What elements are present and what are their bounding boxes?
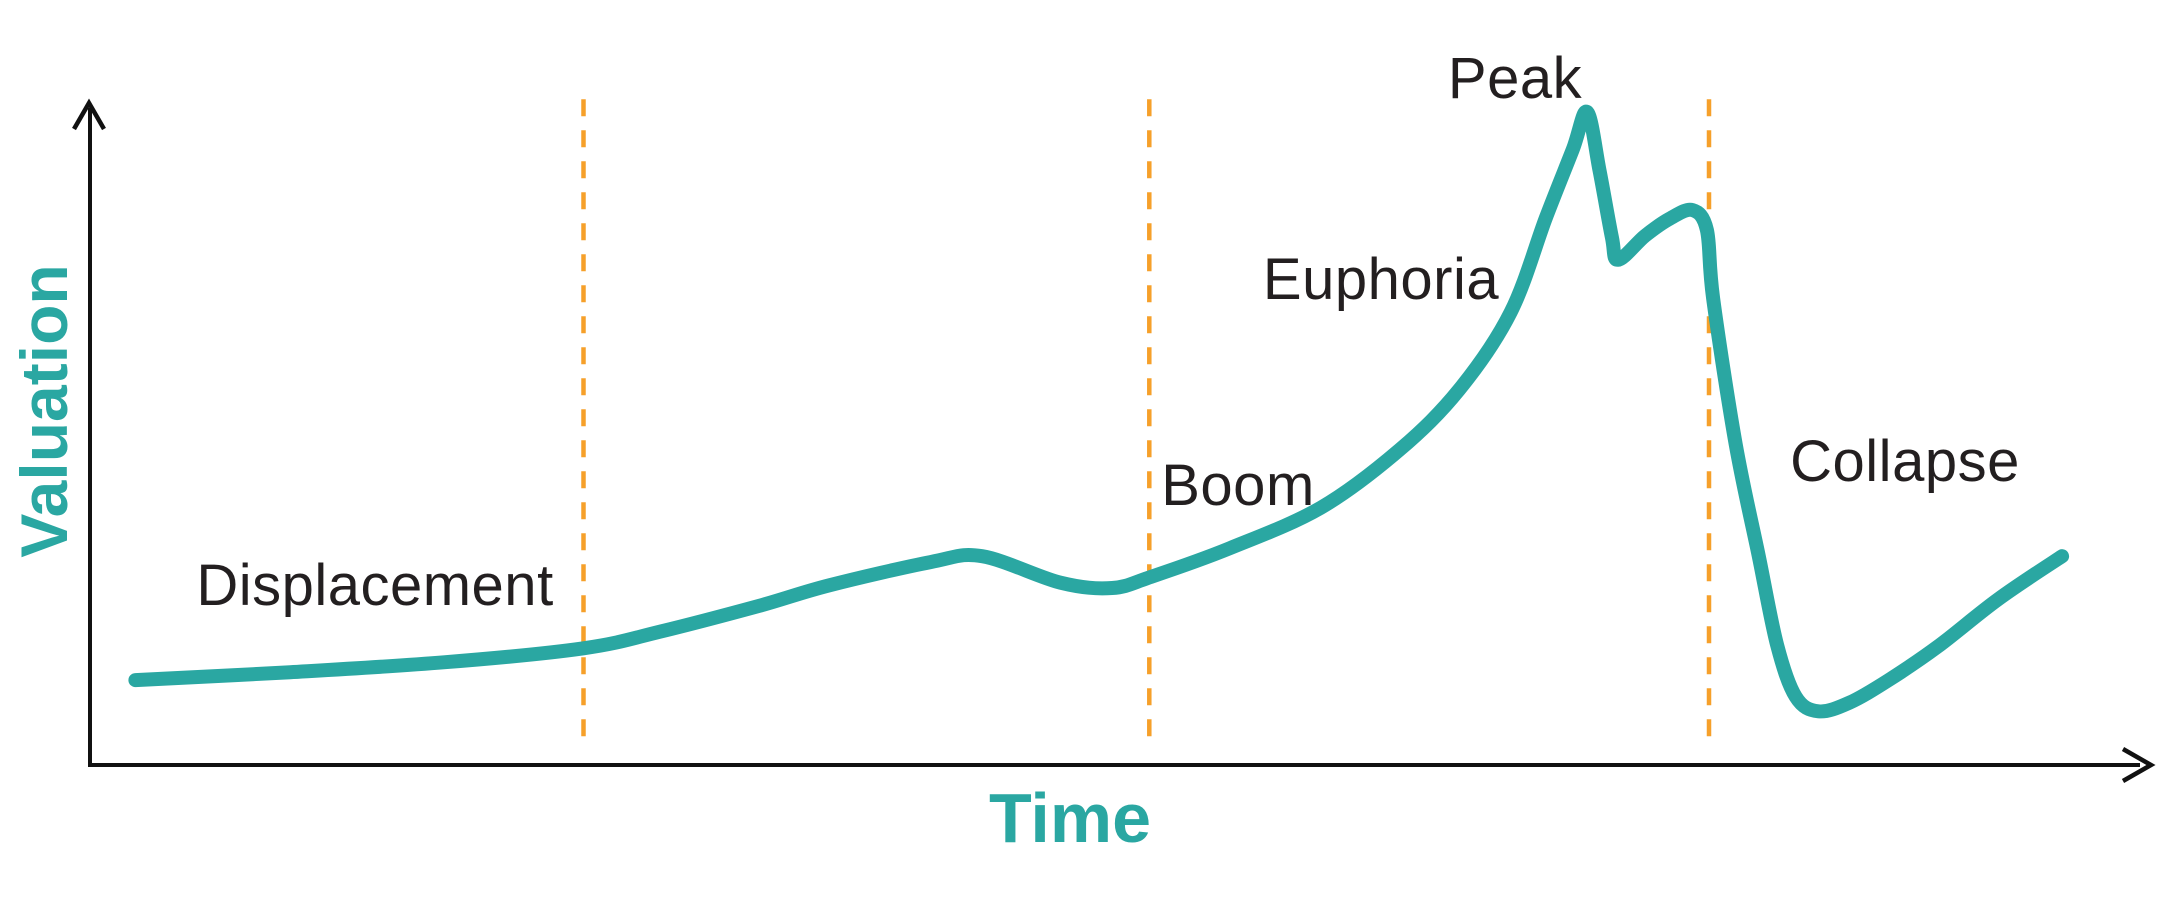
phase-label-boom: Boom [1161, 453, 1315, 518]
x-axis-title: Time [988, 779, 1152, 857]
phase-label-peak: Peak [1447, 46, 1583, 111]
phase-label-euphoria: Euphoria [1262, 247, 1500, 312]
valuation-curve [128, 104, 2070, 719]
x-axis-arrowhead-icon [2121, 747, 2156, 783]
phase-label-collapse: Collapse [1790, 429, 2020, 494]
y-axis-arrowhead-icon [72, 98, 106, 131]
phase-label-displacement: Displacement [196, 553, 554, 618]
y-axis-title: Valuation [7, 264, 81, 558]
